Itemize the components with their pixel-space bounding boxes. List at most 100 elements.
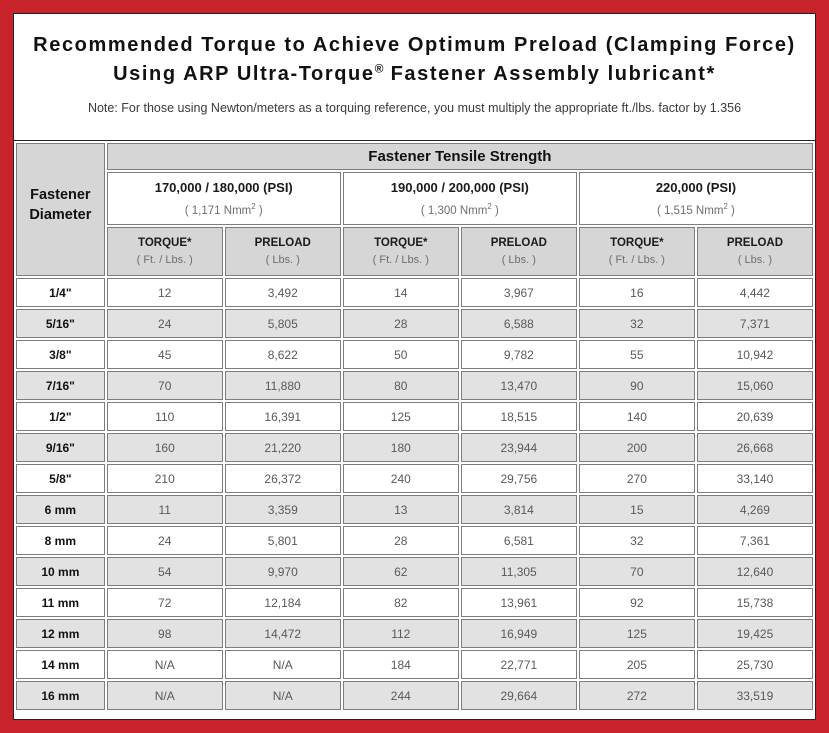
preload-value-cell: 6,588 bbox=[460, 309, 577, 338]
diameter-cell: 12 mm bbox=[16, 619, 105, 648]
table-row: 16 mm N/A N/A 244 29,664 272 33,519 bbox=[16, 681, 813, 710]
diameter-cell: 10 mm bbox=[16, 557, 105, 586]
diameter-cell: 11 mm bbox=[16, 588, 105, 617]
preload-value-cell: 7,371 bbox=[696, 309, 813, 338]
table-row: 11 mm 72 12,184 82 13,961 92 15,738 bbox=[16, 588, 813, 617]
preload-value-cell: 29,664 bbox=[460, 681, 577, 710]
psi-header-row: 170,000 / 180,000 (PSI) ( 1,171 Nmm2 ) 1… bbox=[16, 172, 813, 225]
preload-value-cell: 7,361 bbox=[696, 526, 813, 555]
torque-value-cell: 13 bbox=[342, 495, 459, 524]
torque-value-cell: N/A bbox=[106, 681, 223, 710]
preload-value-cell: 33,140 bbox=[696, 464, 813, 493]
torque-value-cell: 28 bbox=[342, 309, 459, 338]
psi-label: 190,000 / 200,000 (PSI) bbox=[390, 180, 529, 196]
psi-group-190-200: 190,000 / 200,000 (PSI) ( 1,300 Nmm2 ) bbox=[342, 172, 577, 225]
torque-value-cell: 240 bbox=[342, 464, 459, 493]
torque-value-cell: 62 bbox=[342, 557, 459, 586]
preload-value-cell: 11,305 bbox=[460, 557, 577, 586]
torque-value-cell: 270 bbox=[578, 464, 695, 493]
diameter-cell: 14 mm bbox=[16, 650, 105, 679]
nmm-label: ( 1,300 Nmm2 ) bbox=[420, 202, 499, 217]
preload-value-cell: 4,269 bbox=[696, 495, 813, 524]
preload-value-cell: 26,372 bbox=[224, 464, 341, 493]
preload-value-cell: 20,639 bbox=[696, 402, 813, 431]
torque-value-cell: 200 bbox=[578, 433, 695, 462]
torque-value-cell: 70 bbox=[578, 557, 695, 586]
preload-value-cell: 16,949 bbox=[460, 619, 577, 648]
preload-value-cell: 8,622 bbox=[224, 340, 341, 369]
preload-value-cell: 14,472 bbox=[224, 619, 341, 648]
table-row: 3/8" 45 8,622 50 9,782 55 10,942 bbox=[16, 340, 813, 369]
torque-value-cell: 16 bbox=[578, 278, 695, 307]
torque-value-cell: 80 bbox=[342, 371, 459, 400]
torque-column-header: TORQUE* ( Ft. / Lbs. ) bbox=[342, 227, 459, 276]
torque-value-cell: 15 bbox=[578, 495, 695, 524]
preload-value-cell: 9,782 bbox=[460, 340, 577, 369]
torque-value-cell: 11 bbox=[106, 495, 223, 524]
table-row: 14 mm N/A N/A 184 22,771 205 25,730 bbox=[16, 650, 813, 679]
tensile-strength-header: Fastener Tensile Strength bbox=[106, 143, 813, 170]
diameter-cell: 5/8" bbox=[16, 464, 105, 493]
preload-column-header: PRELOAD ( Lbs. ) bbox=[696, 227, 813, 276]
tensile-strength-header-row: Fastener Diameter Fastener Tensile Stren… bbox=[16, 143, 813, 276]
preload-value-cell: 23,944 bbox=[460, 433, 577, 462]
torque-value-cell: 24 bbox=[106, 309, 223, 338]
diameter-cell: 1/2" bbox=[16, 402, 105, 431]
psi-group-170-180: 170,000 / 180,000 (PSI) ( 1,171 Nmm2 ) bbox=[106, 172, 341, 225]
preload-value-cell: 22,771 bbox=[460, 650, 577, 679]
preload-value-cell: N/A bbox=[224, 650, 341, 679]
preload-value-cell: 5,805 bbox=[224, 309, 341, 338]
diameter-cell: 7/16" bbox=[16, 371, 105, 400]
torque-value-cell: 92 bbox=[578, 588, 695, 617]
diameter-cell: 16 mm bbox=[16, 681, 105, 710]
table-row: 6 mm 11 3,359 13 3,814 15 4,269 bbox=[16, 495, 813, 524]
preload-value-cell: 9,970 bbox=[224, 557, 341, 586]
preload-value-cell: 5,801 bbox=[224, 526, 341, 555]
title-block: Recommended Torque to Achieve Optimum Pr… bbox=[14, 14, 815, 141]
torque-value-cell: 32 bbox=[578, 309, 695, 338]
preload-value-cell: 18,515 bbox=[460, 402, 577, 431]
nmm-label: ( 1,515 Nmm2 ) bbox=[656, 202, 735, 217]
table-row: 8 mm 24 5,801 28 6,581 32 7,361 bbox=[16, 526, 813, 555]
title-line2: Using ARP Ultra-Torque® Fastener Assembl… bbox=[113, 61, 716, 85]
torque-column-header: TORQUE* ( Ft. / Lbs. ) bbox=[578, 227, 695, 276]
preload-value-cell: 3,814 bbox=[460, 495, 577, 524]
preload-value-cell: 16,391 bbox=[224, 402, 341, 431]
torque-value-cell: 180 bbox=[342, 433, 459, 462]
torque-value-cell: 45 bbox=[106, 340, 223, 369]
preload-value-cell: 6,581 bbox=[460, 526, 577, 555]
preload-value-cell: 3,359 bbox=[224, 495, 341, 524]
preload-value-cell: 25,730 bbox=[696, 650, 813, 679]
torque-value-cell: 90 bbox=[578, 371, 695, 400]
preload-value-cell: 19,425 bbox=[696, 619, 813, 648]
note-text: Note: For those using Newton/meters as a… bbox=[87, 101, 742, 115]
psi-label: 220,000 (PSI) bbox=[655, 180, 737, 196]
torque-value-cell: 125 bbox=[578, 619, 695, 648]
psi-group-220: 220,000 (PSI) ( 1,515 Nmm2 ) bbox=[578, 172, 813, 225]
diameter-cell: 5/16" bbox=[16, 309, 105, 338]
table-row: 5/16" 24 5,805 28 6,588 32 7,371 bbox=[16, 309, 813, 338]
torque-value-cell: 55 bbox=[578, 340, 695, 369]
preload-value-cell: 29,756 bbox=[460, 464, 577, 493]
torque-value-cell: 160 bbox=[106, 433, 223, 462]
title-line1: Recommended Torque to Achieve Optimum Pr… bbox=[33, 34, 796, 56]
diameter-cell: 9/16" bbox=[16, 433, 105, 462]
preload-value-cell: 10,942 bbox=[696, 340, 813, 369]
table-row: 9/16" 160 21,220 180 23,944 200 26,668 bbox=[16, 433, 813, 462]
preload-column-header: PRELOAD ( Lbs. ) bbox=[224, 227, 341, 276]
preload-value-cell: 3,967 bbox=[460, 278, 577, 307]
diameter-cell: 1/4" bbox=[16, 278, 105, 307]
torque-value-cell: 72 bbox=[106, 588, 223, 617]
torque-value-cell: 70 bbox=[106, 371, 223, 400]
preload-value-cell: 26,668 bbox=[696, 433, 813, 462]
page-title: Recommended Torque to Achieve Optimum Pr… bbox=[22, 31, 807, 89]
preload-column-header: PRELOAD ( Lbs. ) bbox=[460, 227, 577, 276]
torque-value-cell: 125 bbox=[342, 402, 459, 431]
table-row: 5/8" 210 26,372 240 29,756 270 33,140 bbox=[16, 464, 813, 493]
torque-value-cell: 98 bbox=[106, 619, 223, 648]
preload-value-cell: 33,519 bbox=[696, 681, 813, 710]
table-row: 12 mm 98 14,472 112 16,949 125 19,425 bbox=[16, 619, 813, 648]
torque-value-cell: N/A bbox=[106, 650, 223, 679]
table-row: 1/4" 12 3,492 14 3,967 16 4,442 bbox=[16, 278, 813, 307]
